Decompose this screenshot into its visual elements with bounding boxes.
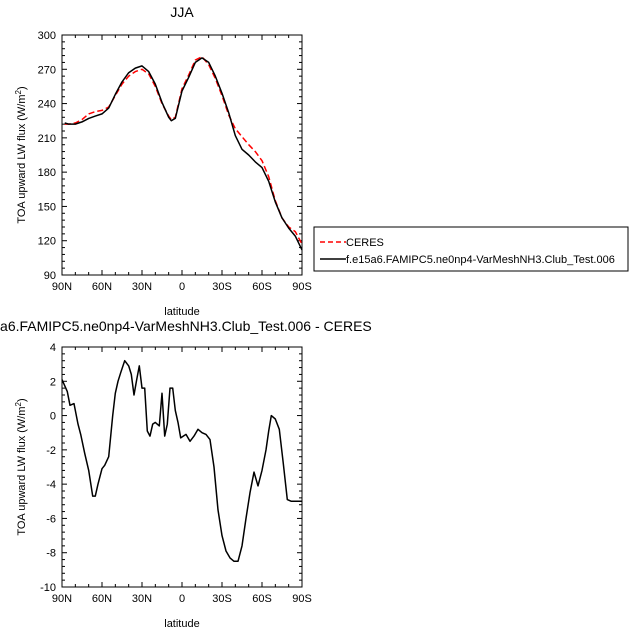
top-ytick-label: 90 [44, 270, 56, 282]
bottom-chart-series [61, 359, 302, 563]
top-ytick-label: 120 [38, 236, 56, 248]
bottom-series-line-0 [61, 359, 302, 563]
top-chart-frame [61, 34, 303, 276]
bottom-chart-ticks: 90N 60N 30N 0 30S 60S 90S -10 -8 -6 -4 -2 0 2 4 [40, 342, 312, 605]
top-ytick-label: 150 [38, 201, 56, 213]
top-xtick-label: 60N [92, 281, 112, 293]
bottom-chart-ylabel: TOA upward LW flux (W/m2) [14, 398, 28, 535]
top-series-line-1 [64, 57, 303, 251]
top-chart-series [64, 55, 303, 251]
legend-box [313, 226, 629, 272]
svg-text:TOA upward LW flux (W/m2): TOA upward LW flux (W/m2) [14, 398, 28, 535]
bottom-ytick-label: 4 [50, 342, 56, 354]
top-xtick-label: 0 [179, 281, 185, 293]
top-ytick-label: 270 [38, 64, 56, 76]
top-xtick-label: 30N [132, 281, 152, 293]
bottom-chart: 5a6.FAMIPC5.ne0np4-VarMeshNH3.Club_Test.… [0, 318, 372, 630]
top-ytick-label: 210 [38, 133, 56, 145]
bottom-ytick-label: -8 [46, 548, 56, 560]
bottom-ytick-label: -6 [46, 513, 56, 525]
bottom-xtick-label: 60N [92, 593, 112, 605]
svg-text:TOA upward LW flux (W/m2): TOA upward LW flux (W/m2) [14, 86, 28, 223]
top-xtick-label: 30S [212, 281, 232, 293]
top-chart: JJA TOA upward LW flux (W/m2) latitude 9… [14, 4, 629, 318]
bottom-xtick-label: 30N [132, 593, 152, 605]
top-ytick-label: 180 [38, 167, 56, 179]
bottom-ytick-label: -4 [46, 479, 56, 491]
bottom-ytick-label: -10 [40, 582, 56, 594]
top-ytick-label: 240 [38, 99, 56, 111]
legend-label-ceres: CERES [346, 237, 384, 249]
bottom-chart-xlabel: latitude [164, 618, 199, 630]
top-xtick-label: 60S [252, 281, 272, 293]
bottom-ytick-label: 0 [50, 411, 56, 423]
top-ytick-label: 300 [38, 30, 56, 42]
legend: CERES f.e15a6.FAMIPC5.ne0np4-VarMeshNH3.… [313, 226, 629, 272]
bottom-xtick-label: 90S [292, 593, 312, 605]
bottom-xtick-label: 60S [252, 593, 272, 605]
top-xtick-label: 90S [292, 281, 312, 293]
top-chart-title: JJA [170, 4, 194, 20]
top-series-line-0 [64, 55, 303, 245]
top-chart-ticks: 90N 60N 30N 0 30S 60S 90S 90 120 150 180 210 240 270 3… [38, 30, 312, 293]
bottom-xtick-label: 0 [179, 593, 185, 605]
bottom-ytick-label: -2 [46, 445, 56, 457]
legend-label-model: f.e15a6.FAMIPC5.ne0np4-VarMeshNH3.Club_T… [346, 254, 615, 266]
top-xtick-label: 90N [52, 281, 72, 293]
bottom-chart-frame [61, 346, 303, 588]
bottom-ytick-label: 2 [50, 376, 56, 388]
bottom-xtick-label: 90N [52, 593, 72, 605]
top-chart-ylabel: TOA upward LW flux (W/m2) [14, 86, 28, 223]
bottom-xtick-label: 30S [212, 593, 232, 605]
top-chart-xlabel: latitude [164, 306, 199, 318]
bottom-chart-title: 5a6.FAMIPC5.ne0np4-VarMeshNH3.Club_Test.… [0, 318, 372, 334]
